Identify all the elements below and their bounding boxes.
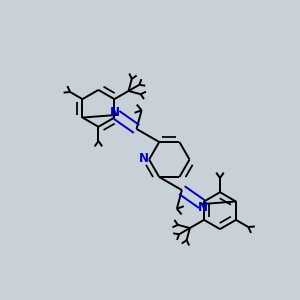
Text: N: N: [139, 152, 149, 165]
Text: N: N: [110, 106, 120, 119]
Text: N: N: [198, 200, 208, 214]
